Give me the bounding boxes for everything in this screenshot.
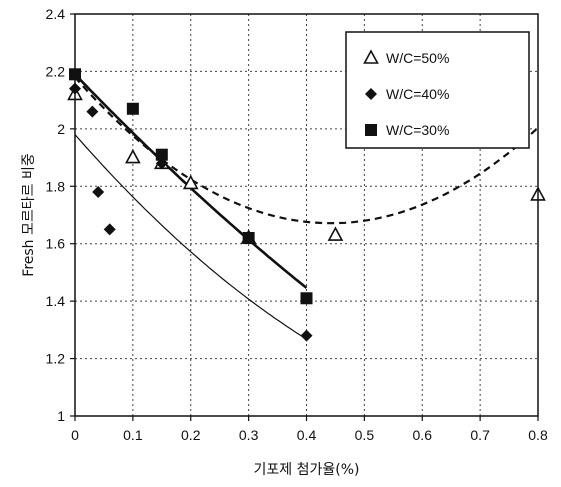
data-point-series-1 — [125, 148, 141, 164]
x-tick-label: 0.4 — [297, 427, 317, 443]
y-tick-label: 2 — [57, 121, 65, 137]
legend-marker-series-1 — [363, 49, 379, 64]
legend-marker-series-2 — [365, 88, 377, 100]
x-tick-label: 0 — [71, 427, 79, 443]
y-tick-label: 1.4 — [46, 293, 66, 309]
data-point-series-3 — [155, 148, 168, 161]
data-point-series-3 — [300, 292, 313, 305]
data-point-series-2 — [103, 223, 116, 236]
y-tick-label: 1.2 — [46, 351, 66, 367]
x-tick-label: 0.1 — [123, 427, 143, 443]
x-tick-label: 0.7 — [470, 427, 490, 443]
data-point-series-3 — [242, 231, 255, 244]
x-tick-label: 0.8 — [528, 427, 548, 443]
legend-label-series-3: W/C=30% — [386, 122, 449, 138]
legend: W/C=50% W/C=40% W/C=30% — [345, 31, 530, 149]
trendline-series-2 — [74, 134, 307, 340]
y-tick-label: 2.4 — [46, 6, 66, 22]
data-point-series-2 — [300, 329, 313, 342]
trendline-series-1 — [74, 76, 539, 225]
axis-ticks: 0 0.1 0.2 0.3 0.4 0.5 0.6 0.7 0.8 1 1.2 1.4 1.6 1.8 2 2… — [46, 6, 548, 443]
data-point-series-1 — [327, 226, 344, 241]
x-axis-label: 기포제 첨가율(%) — [254, 462, 360, 478]
data-point-series-2 — [92, 186, 105, 199]
x-tick-label: 0.3 — [239, 427, 259, 443]
y-tick-label: 2.2 — [46, 63, 66, 79]
x-tick-label: 0.6 — [413, 427, 433, 443]
x-tick-label: 0.2 — [181, 427, 201, 443]
data-point-series-3 — [126, 102, 139, 115]
y-tick-label: 1 — [57, 408, 65, 424]
legend-label-series-1: W/C=50% — [386, 50, 449, 66]
legend-label-series-2: W/C=40% — [386, 86, 449, 102]
x-tick-label: 0.5 — [355, 427, 375, 443]
data-point-series-1 — [182, 174, 199, 190]
y-tick-label: 1.8 — [46, 178, 66, 194]
legend-marker-series-3 — [365, 124, 377, 136]
y-tick-label: 1.6 — [46, 236, 66, 252]
y-axis-label: Fresh 모르타르 비중 — [21, 153, 37, 277]
data-point-series-2 — [86, 105, 99, 118]
